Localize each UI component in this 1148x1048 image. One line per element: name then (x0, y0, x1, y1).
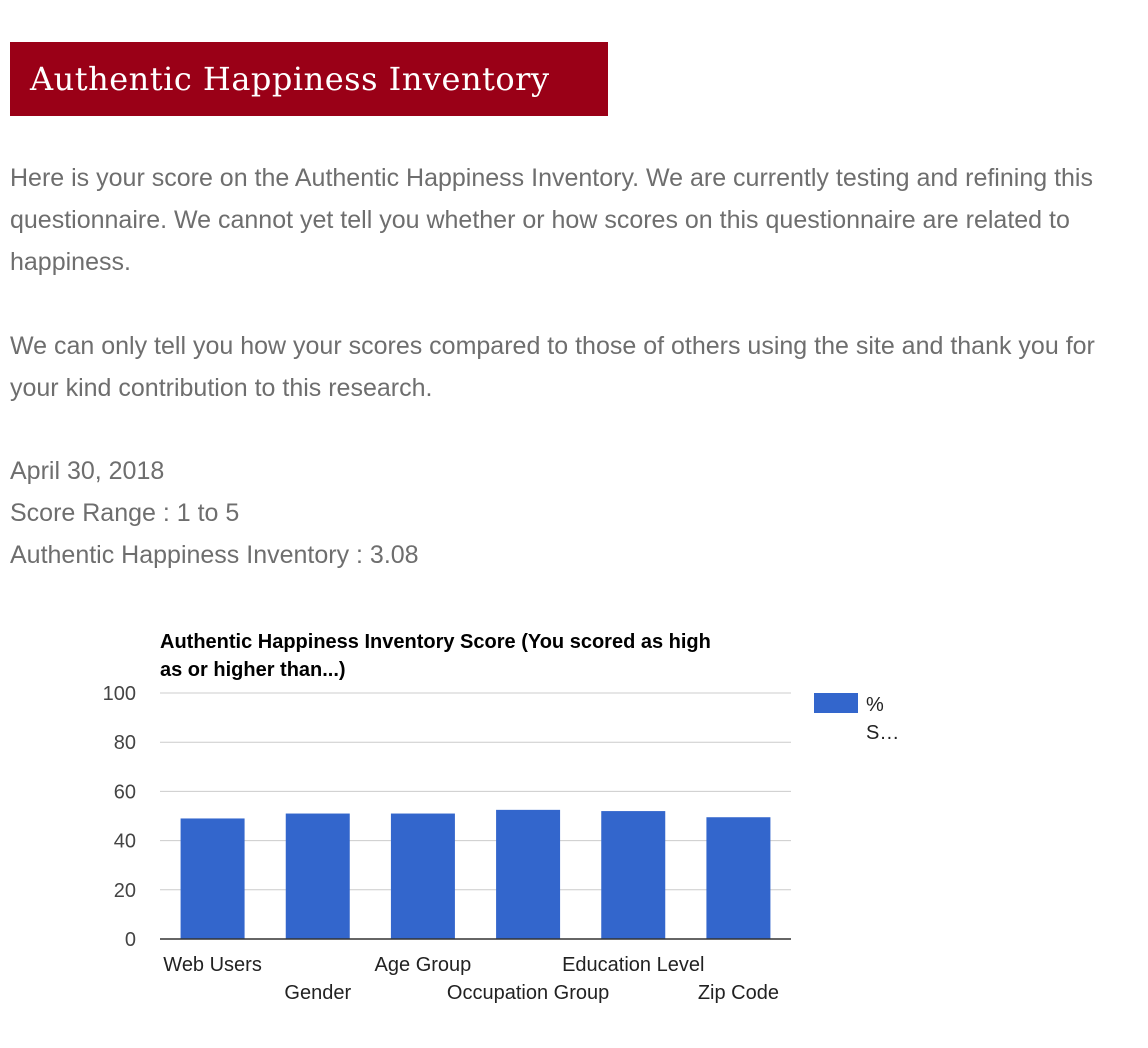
y-tick-label: 20 (114, 880, 136, 902)
intro-text: Here is your score on the Authentic Happ… (10, 157, 1140, 451)
bar (706, 817, 771, 939)
x-tick-label: Zip Code (698, 982, 779, 1004)
page-header: Authentic Happiness Inventory (10, 42, 608, 116)
y-tick-label: 80 (114, 732, 136, 754)
bar (496, 809, 561, 939)
x-tick-label: Occupation Group (447, 982, 609, 1004)
results-summary: April 30, 2018 Score Range : 1 to 5 Auth… (10, 450, 419, 576)
intro-paragraph-1: Here is your score on the Authentic Happ… (10, 164, 1093, 276)
y-tick-label: 40 (114, 831, 136, 853)
result-date: April 30, 2018 (10, 457, 165, 485)
legend-label-line: % (866, 694, 884, 716)
score-range: Score Range : 1 to 5 (10, 499, 240, 527)
y-tick-label: 60 (114, 781, 136, 803)
legend-swatch (814, 693, 858, 713)
score-comparison-chart: Authentic Happiness Inventory Score (You… (103, 631, 900, 1004)
y-tick-label: 0 (125, 929, 136, 951)
chart-title-line: as or higher than...) (160, 659, 346, 681)
x-tick-label: Education Level (562, 954, 704, 976)
bar (285, 813, 350, 939)
x-tick-label: Gender (284, 982, 351, 1004)
happiness-score: Authentic Happiness Inventory : 3.08 (10, 541, 419, 569)
chart-title-line: Authentic Happiness Inventory Score (You… (160, 631, 711, 653)
bar (180, 818, 245, 939)
intro-paragraph-2: We can only tell you how your scores com… (10, 332, 1095, 402)
legend-label-line: S… (866, 722, 899, 744)
y-tick-label: 100 (103, 683, 136, 705)
bar (601, 811, 666, 939)
x-tick-label: Age Group (375, 954, 472, 976)
x-tick-label: Web Users (163, 954, 262, 976)
page-title: Authentic Happiness Inventory (30, 60, 550, 98)
bar (390, 813, 455, 939)
